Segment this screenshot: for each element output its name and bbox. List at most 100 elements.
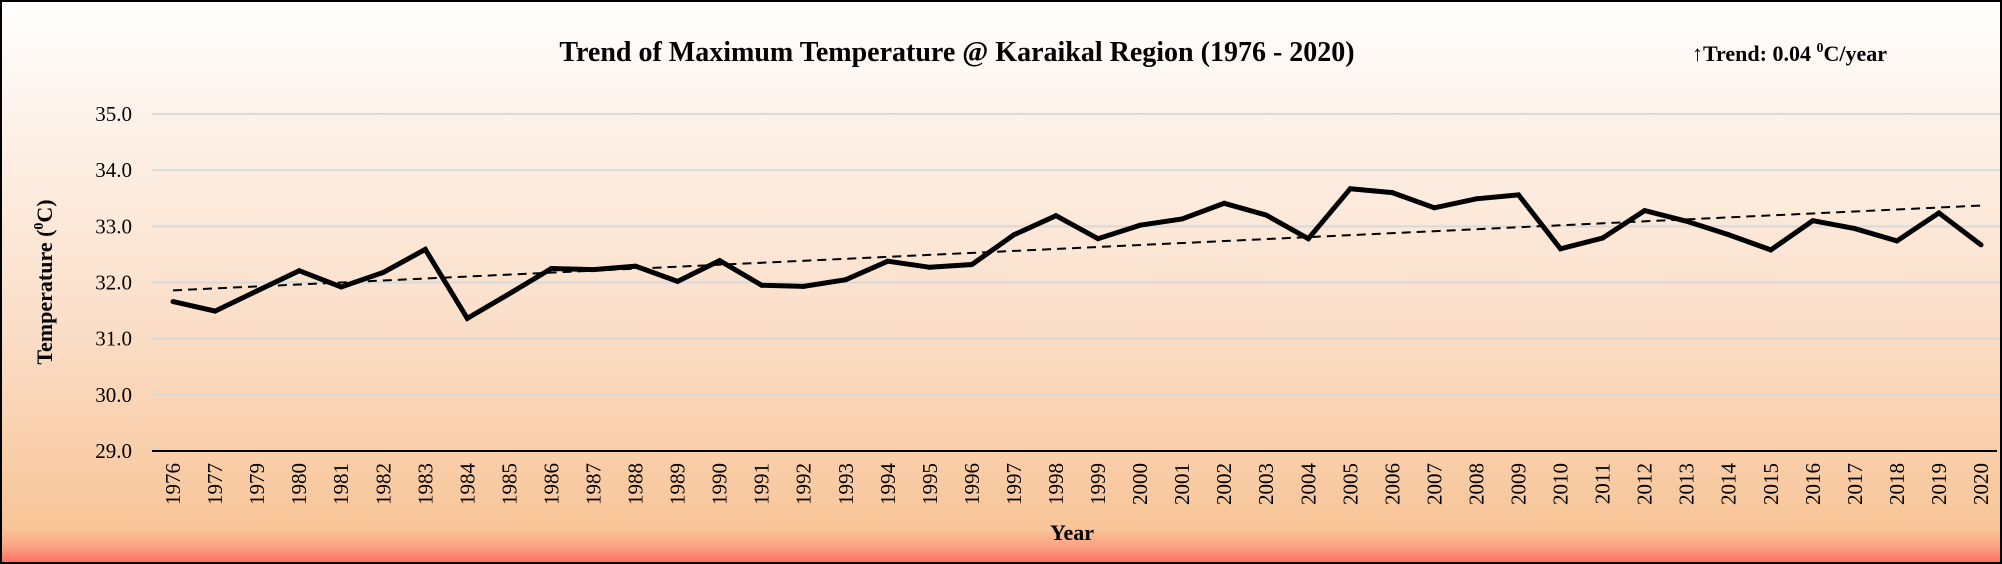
- y-tick-label: 29.0: [95, 439, 132, 463]
- data-point-1986: [548, 265, 554, 271]
- gridlines: [152, 113, 2000, 396]
- data-point-2020: [1978, 242, 1984, 248]
- trend-annotation-text: ↑Trend: 0.04 0C/year: [1692, 41, 1887, 66]
- data-point-1980: [296, 268, 302, 274]
- x-tick-label: 1983: [413, 463, 437, 505]
- trend-annotation: ↑Trend: 0.04 0C/year: [1692, 41, 1887, 66]
- x-tick-label: 1982: [371, 463, 395, 505]
- data-point-2009: [1515, 192, 1521, 198]
- x-tick-label: 2014: [1717, 463, 1741, 506]
- data-point-1998: [1053, 213, 1059, 219]
- x-tick-label: 2002: [1212, 463, 1236, 505]
- data-point-1984: [464, 315, 470, 321]
- data-point-1976: [170, 299, 176, 305]
- data-point-2000: [1137, 222, 1143, 228]
- x-tick-label: 1990: [708, 463, 732, 505]
- data-point-1987: [590, 267, 596, 273]
- y-axis-ticks: 29.0 30.0 31.0 32.0 33.0 34.0 35.0: [95, 102, 132, 463]
- y-tick-label: 34.0: [95, 158, 132, 182]
- x-tick-label: 1992: [792, 463, 816, 505]
- x-tick-label: 1997: [1002, 463, 1026, 505]
- data-point-1990: [717, 258, 723, 264]
- data-point-2017: [1852, 226, 1858, 232]
- data-point-2006: [1389, 190, 1395, 196]
- y-axis-title-suffix: C): [32, 199, 57, 222]
- degree-superscript: 0: [1816, 41, 1823, 56]
- data-point-2015: [1768, 247, 1774, 253]
- x-tick-label: 2011: [1591, 463, 1615, 504]
- x-tick-label: 2004: [1296, 463, 1320, 506]
- data-point-2014: [1726, 232, 1732, 238]
- data-point-2018: [1894, 238, 1900, 244]
- data-point-1999: [1095, 236, 1101, 242]
- x-tick-label: 2001: [1170, 463, 1194, 505]
- x-tick-label: 1981: [329, 463, 353, 505]
- data-point-1979: [254, 288, 260, 294]
- data-point-1995: [927, 264, 933, 270]
- data-points: [170, 186, 1984, 321]
- data-point-2008: [1473, 196, 1479, 202]
- chart-title: Trend of Maximum Temperature @ Karaikal …: [559, 37, 1354, 68]
- x-tick-label: 1999: [1086, 463, 1110, 505]
- temperature-series-line: [172, 186, 1983, 322]
- data-point-2003: [1263, 212, 1269, 218]
- x-tick-label: 2019: [1927, 463, 1951, 505]
- data-point-1993: [843, 277, 849, 283]
- x-tick-label: 2006: [1380, 463, 1404, 505]
- x-tick-label: 2015: [1759, 463, 1783, 505]
- data-point-2004: [1305, 236, 1311, 242]
- data-point-2010: [1558, 246, 1564, 252]
- x-tick-label: 1984: [455, 463, 479, 506]
- y-tick-label: 35.0: [95, 102, 132, 126]
- data-point-2001: [1179, 216, 1185, 222]
- up-arrow-icon: ↑: [1692, 41, 1703, 66]
- trend-value: Trend: 0.04: [1703, 41, 1816, 66]
- x-tick-label: 1980: [287, 463, 311, 505]
- data-point-1992: [801, 283, 807, 289]
- data-point-2019: [1936, 210, 1942, 216]
- y-tick-label: 30.0: [95, 383, 132, 407]
- x-tick-label: 1988: [624, 463, 648, 505]
- y-tick-label: 33.0: [95, 214, 132, 238]
- x-tick-label: 2010: [1549, 463, 1573, 505]
- data-point-1996: [969, 262, 975, 268]
- x-tick-label: 2013: [1675, 463, 1699, 505]
- y-axis-title-text: Temperature (: [32, 230, 57, 365]
- trend-unit: C/year: [1823, 41, 1887, 66]
- x-tick-label: 1987: [581, 463, 605, 505]
- x-tick-label: 1996: [960, 463, 984, 505]
- y-axis-title-superscript: 0: [32, 223, 47, 230]
- x-tick-label: 2018: [1885, 463, 1909, 505]
- data-point-1985: [506, 291, 512, 297]
- data-point-2016: [1810, 218, 1816, 224]
- x-tick-label: 1985: [497, 463, 521, 505]
- x-tick-label: 2009: [1506, 463, 1530, 505]
- x-tick-label: 2012: [1633, 463, 1657, 505]
- x-tick-label: 1989: [666, 463, 690, 505]
- x-tick-label: 1993: [834, 463, 858, 505]
- x-tick-label: 1979: [245, 463, 269, 505]
- data-point-1994: [885, 258, 891, 264]
- x-tick-label: 1995: [918, 463, 942, 505]
- x-tick-label: 1998: [1044, 463, 1068, 505]
- x-tick-label: 1991: [750, 463, 774, 505]
- data-point-2002: [1221, 200, 1227, 206]
- x-axis-title: Year: [1050, 520, 1094, 545]
- data-point-1982: [380, 269, 386, 275]
- x-tick-label: 1994: [876, 463, 900, 506]
- x-tick-label: 1977: [203, 463, 227, 505]
- data-point-1997: [1011, 232, 1017, 238]
- data-point-1988: [633, 263, 639, 269]
- data-point-1991: [759, 282, 765, 288]
- x-tick-label: 2000: [1128, 463, 1152, 505]
- x-tick-label: 1976: [161, 463, 185, 505]
- x-tick-label: 2003: [1254, 463, 1278, 505]
- data-point-1977: [212, 308, 218, 314]
- data-point-1981: [338, 284, 344, 290]
- x-tick-label: 2005: [1338, 463, 1362, 505]
- x-tick-label: 2016: [1801, 463, 1825, 505]
- data-point-2007: [1431, 205, 1437, 211]
- x-tick-label: 2017: [1843, 463, 1867, 505]
